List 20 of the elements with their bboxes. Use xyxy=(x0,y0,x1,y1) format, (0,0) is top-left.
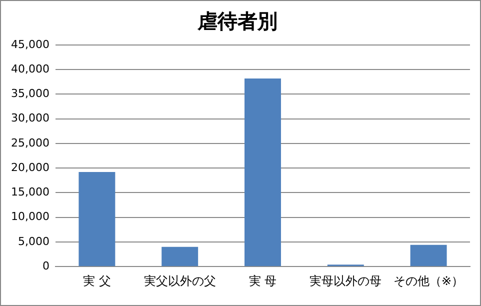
y-tick-label: 30,000 xyxy=(10,112,50,125)
bar xyxy=(78,172,116,266)
y-tick-label: 10,000 xyxy=(10,210,50,224)
y-tick-label: 15,000 xyxy=(10,186,50,199)
chart-title: 虐待者別 xyxy=(196,9,278,34)
x-tick-label: その他（※） xyxy=(394,274,464,288)
y-tick-label: 25,000 xyxy=(10,136,50,150)
x-tick-label: 実母以外の母 xyxy=(310,274,382,288)
x-tick-label: 実 父 xyxy=(83,274,111,288)
y-tick-label: 45,000 xyxy=(10,38,50,51)
y-tick-label: 35,000 xyxy=(10,87,50,100)
y-tick-label: 0 xyxy=(42,259,50,272)
bar xyxy=(244,78,281,266)
bar xyxy=(162,246,198,266)
y-tick-label: 20,000 xyxy=(10,160,50,174)
y-tick-label: 40,000 xyxy=(10,62,50,76)
bar xyxy=(410,244,447,266)
x-tick-label: 実 母 xyxy=(248,274,277,288)
x-tick-label: 実父以外の父 xyxy=(144,274,216,288)
y-tick-label: 5,000 xyxy=(18,234,50,248)
